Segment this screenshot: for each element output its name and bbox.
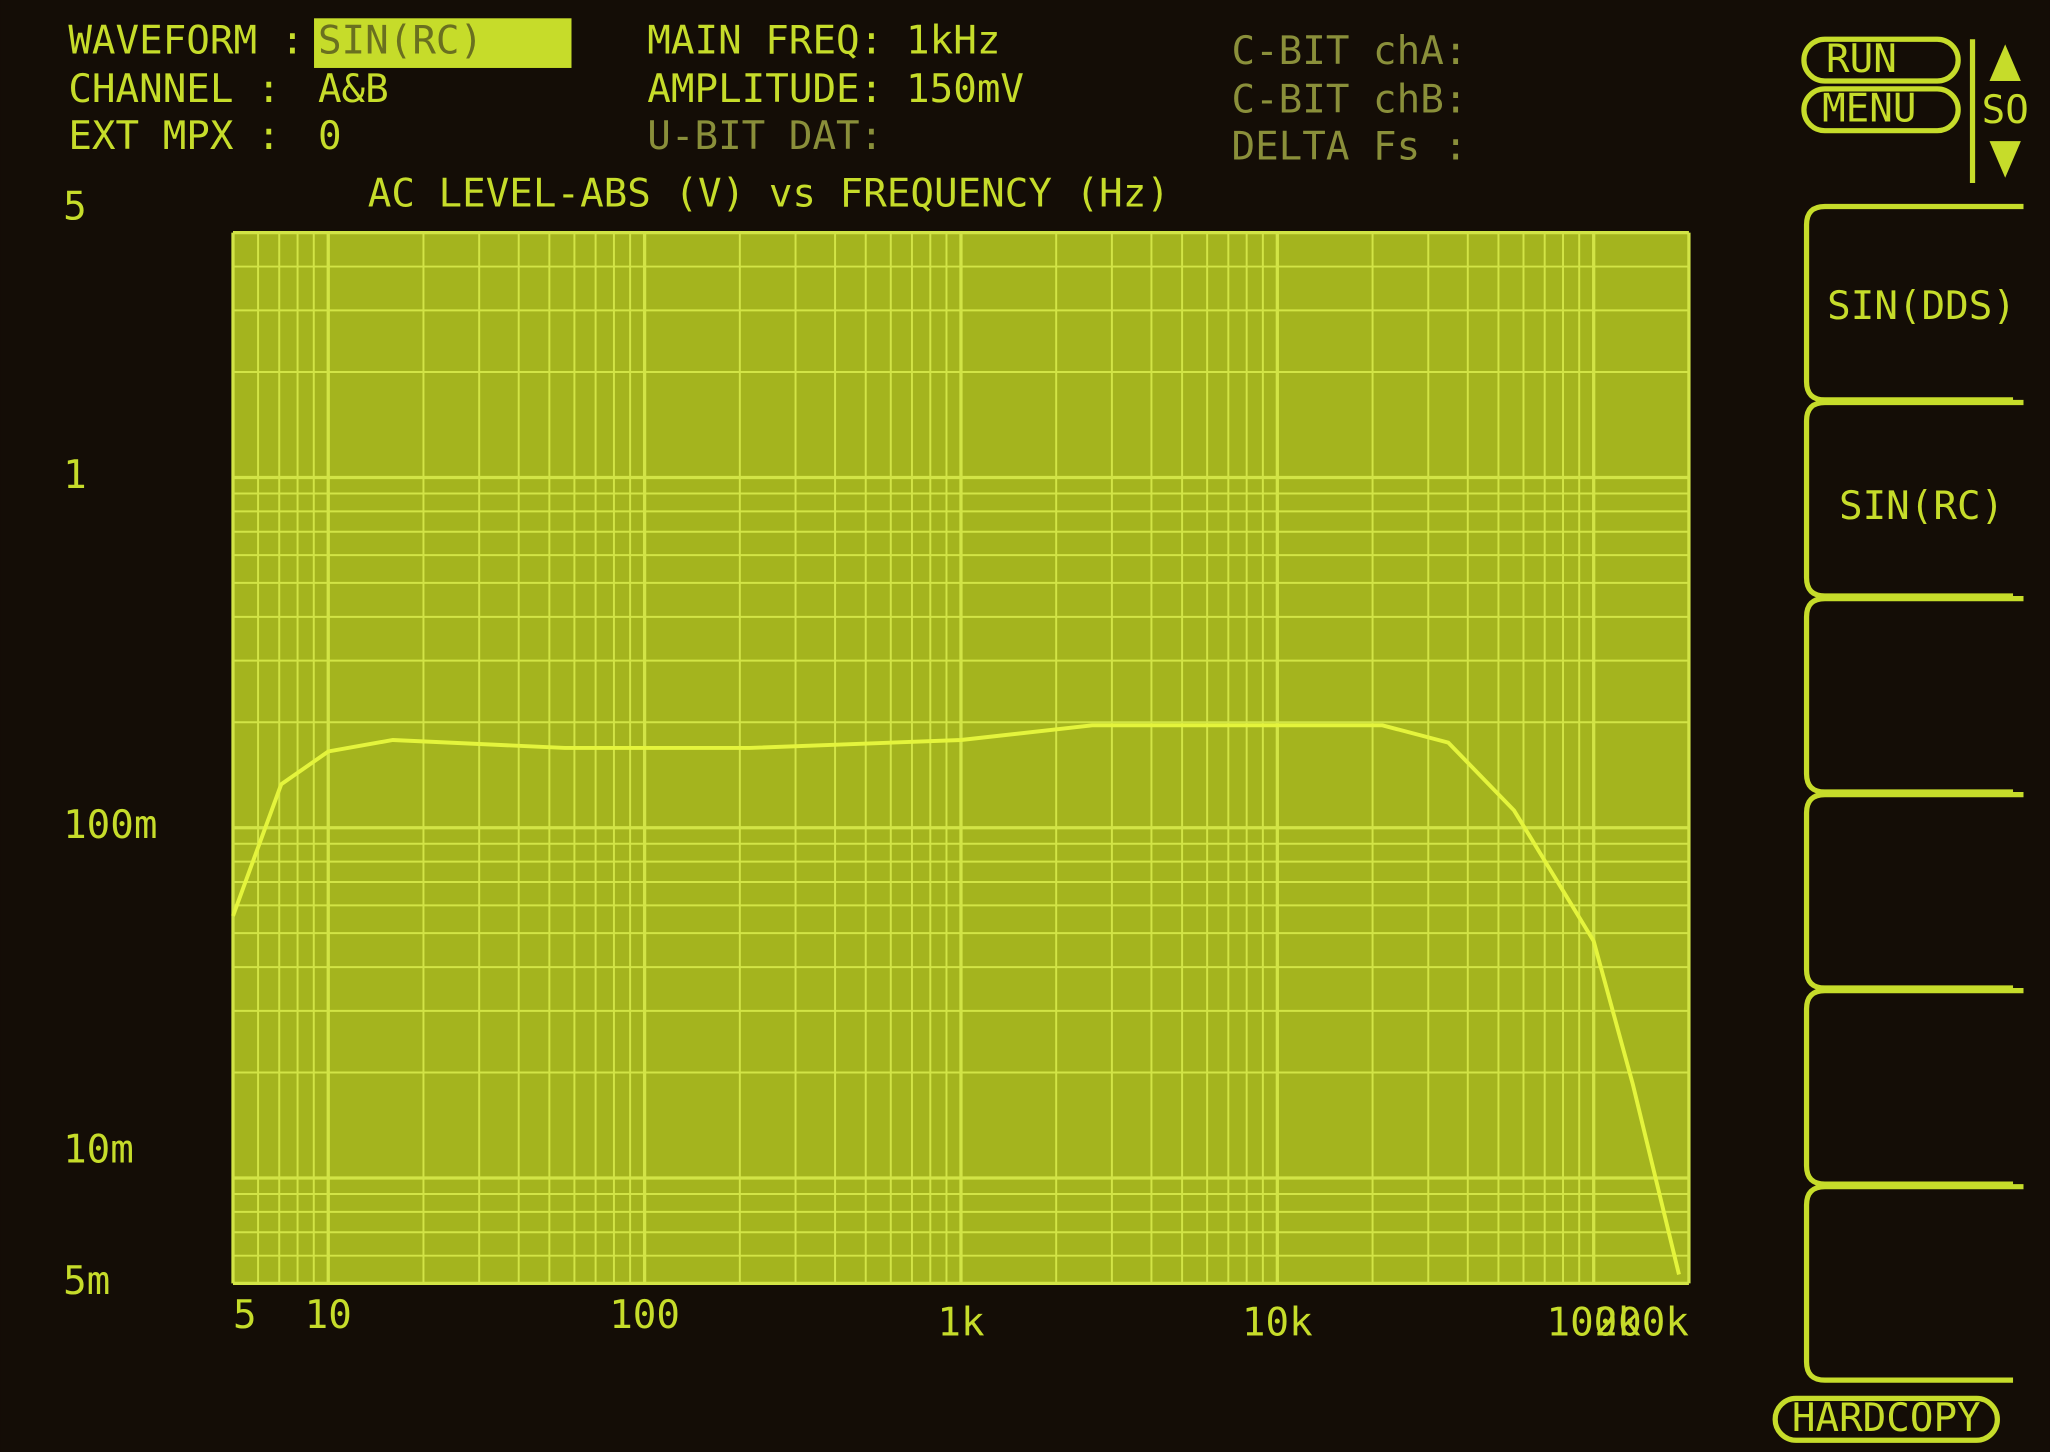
field-label: C-BIT chB: — [1231, 77, 1467, 122]
x-tick-label: 100 — [609, 1293, 680, 1338]
response-line — [231, 723, 1681, 1275]
softkeys: SIN(DDS) SIN(RC) — [1803, 203, 2024, 1383]
chart-title: AC LEVEL-ABS (V) vs FREQUENCY (Hz) — [368, 172, 1170, 217]
field-label: WAVEFORM : — [68, 19, 304, 64]
field-value: 1kHz — [906, 19, 1000, 64]
field-value: SIN(RC) — [318, 19, 483, 64]
y-tick-label: 1 — [63, 453, 87, 498]
softkey-label[interactable]: SIN(RC) — [1839, 484, 2004, 529]
field-label: U-BIT DAT: — [647, 114, 883, 159]
scroll-up[interactable] — [1989, 44, 2021, 82]
run-label[interactable]: RUN — [1826, 37, 1897, 82]
field-label: CHANNEL : — [68, 67, 280, 112]
field-label: MAIN FREQ: — [647, 19, 883, 64]
field-label: EXT MPX : — [68, 114, 280, 159]
field-value: A&B — [318, 67, 389, 112]
x-tick-label: 5 — [233, 1293, 257, 1338]
hardcopy-button[interactable] — [1772, 1395, 2000, 1443]
menu-label[interactable]: MENU — [1822, 87, 1916, 132]
field-label: DELTA Fs : — [1231, 124, 1467, 169]
softkey[interactable] — [1803, 399, 2024, 599]
field-value: 0 — [318, 114, 342, 159]
x-tick-label: 1k — [937, 1301, 984, 1346]
x-tick-label: 10 — [305, 1293, 352, 1338]
scroll-label: SO — [1982, 88, 2029, 133]
selected-field — [314, 18, 572, 68]
y-tick-label: 5m — [63, 1259, 110, 1304]
field-label: AMPLITUDE: — [647, 67, 883, 112]
softkey-label[interactable]: SIN(DDS) — [1827, 284, 2016, 329]
y-tick-label: 100m — [63, 803, 157, 848]
x-tick-label: 100k — [1546, 1301, 1640, 1346]
softkey[interactable] — [1803, 1184, 2024, 1383]
field-label: C-BIT chA: — [1231, 29, 1467, 74]
y-tick-label: 10m — [63, 1127, 134, 1172]
x-tick-label: 200k — [1595, 1301, 1689, 1346]
status-header: WAVEFORM : SIN(RC) CHANNEL : A&B EXT MPX : 0 M… — [68, 19, 1467, 170]
softkey[interactable] — [1803, 792, 2024, 991]
softkey[interactable] — [1803, 595, 2024, 795]
softkey[interactable] — [1803, 203, 2024, 403]
scroll-down[interactable] — [1989, 141, 2021, 178]
softkey[interactable] — [1803, 988, 2024, 1187]
field-value: 150mV — [906, 67, 1024, 112]
hardcopy-label[interactable]: HARDCOPY — [1792, 1396, 1981, 1441]
menu-button[interactable] — [1801, 86, 1961, 134]
y-tick-label: 5 — [63, 185, 87, 230]
x-tick-label: 10k — [1242, 1301, 1313, 1346]
run-button[interactable] — [1801, 36, 1961, 84]
